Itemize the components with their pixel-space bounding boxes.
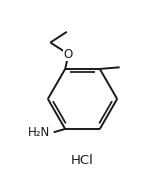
Text: O: O xyxy=(64,48,73,61)
Text: H₂N: H₂N xyxy=(28,126,50,139)
Text: HCl: HCl xyxy=(71,153,94,167)
